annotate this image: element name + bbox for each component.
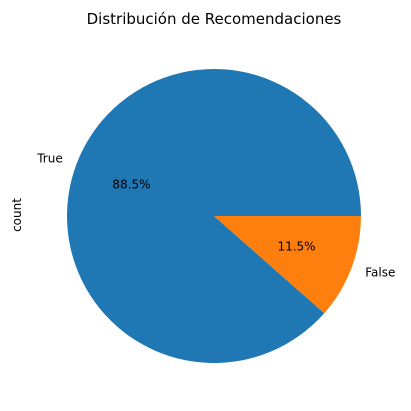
- y-axis-label: count: [10, 198, 24, 232]
- slice-label-false: False: [365, 266, 395, 280]
- chart-title: Distribución de Recomendaciones: [87, 10, 342, 28]
- slice-label-true: True: [36, 151, 63, 165]
- pie-slices: [66, 68, 361, 364]
- slice-percent-false: 11.5%: [277, 240, 315, 254]
- pie-labels: True 88.5% False 11.5%: [36, 151, 395, 279]
- pie-slice-false: [214, 216, 361, 314]
- slice-percent-true: 88.5%: [112, 177, 150, 191]
- pie-slice-true: [66, 68, 361, 364]
